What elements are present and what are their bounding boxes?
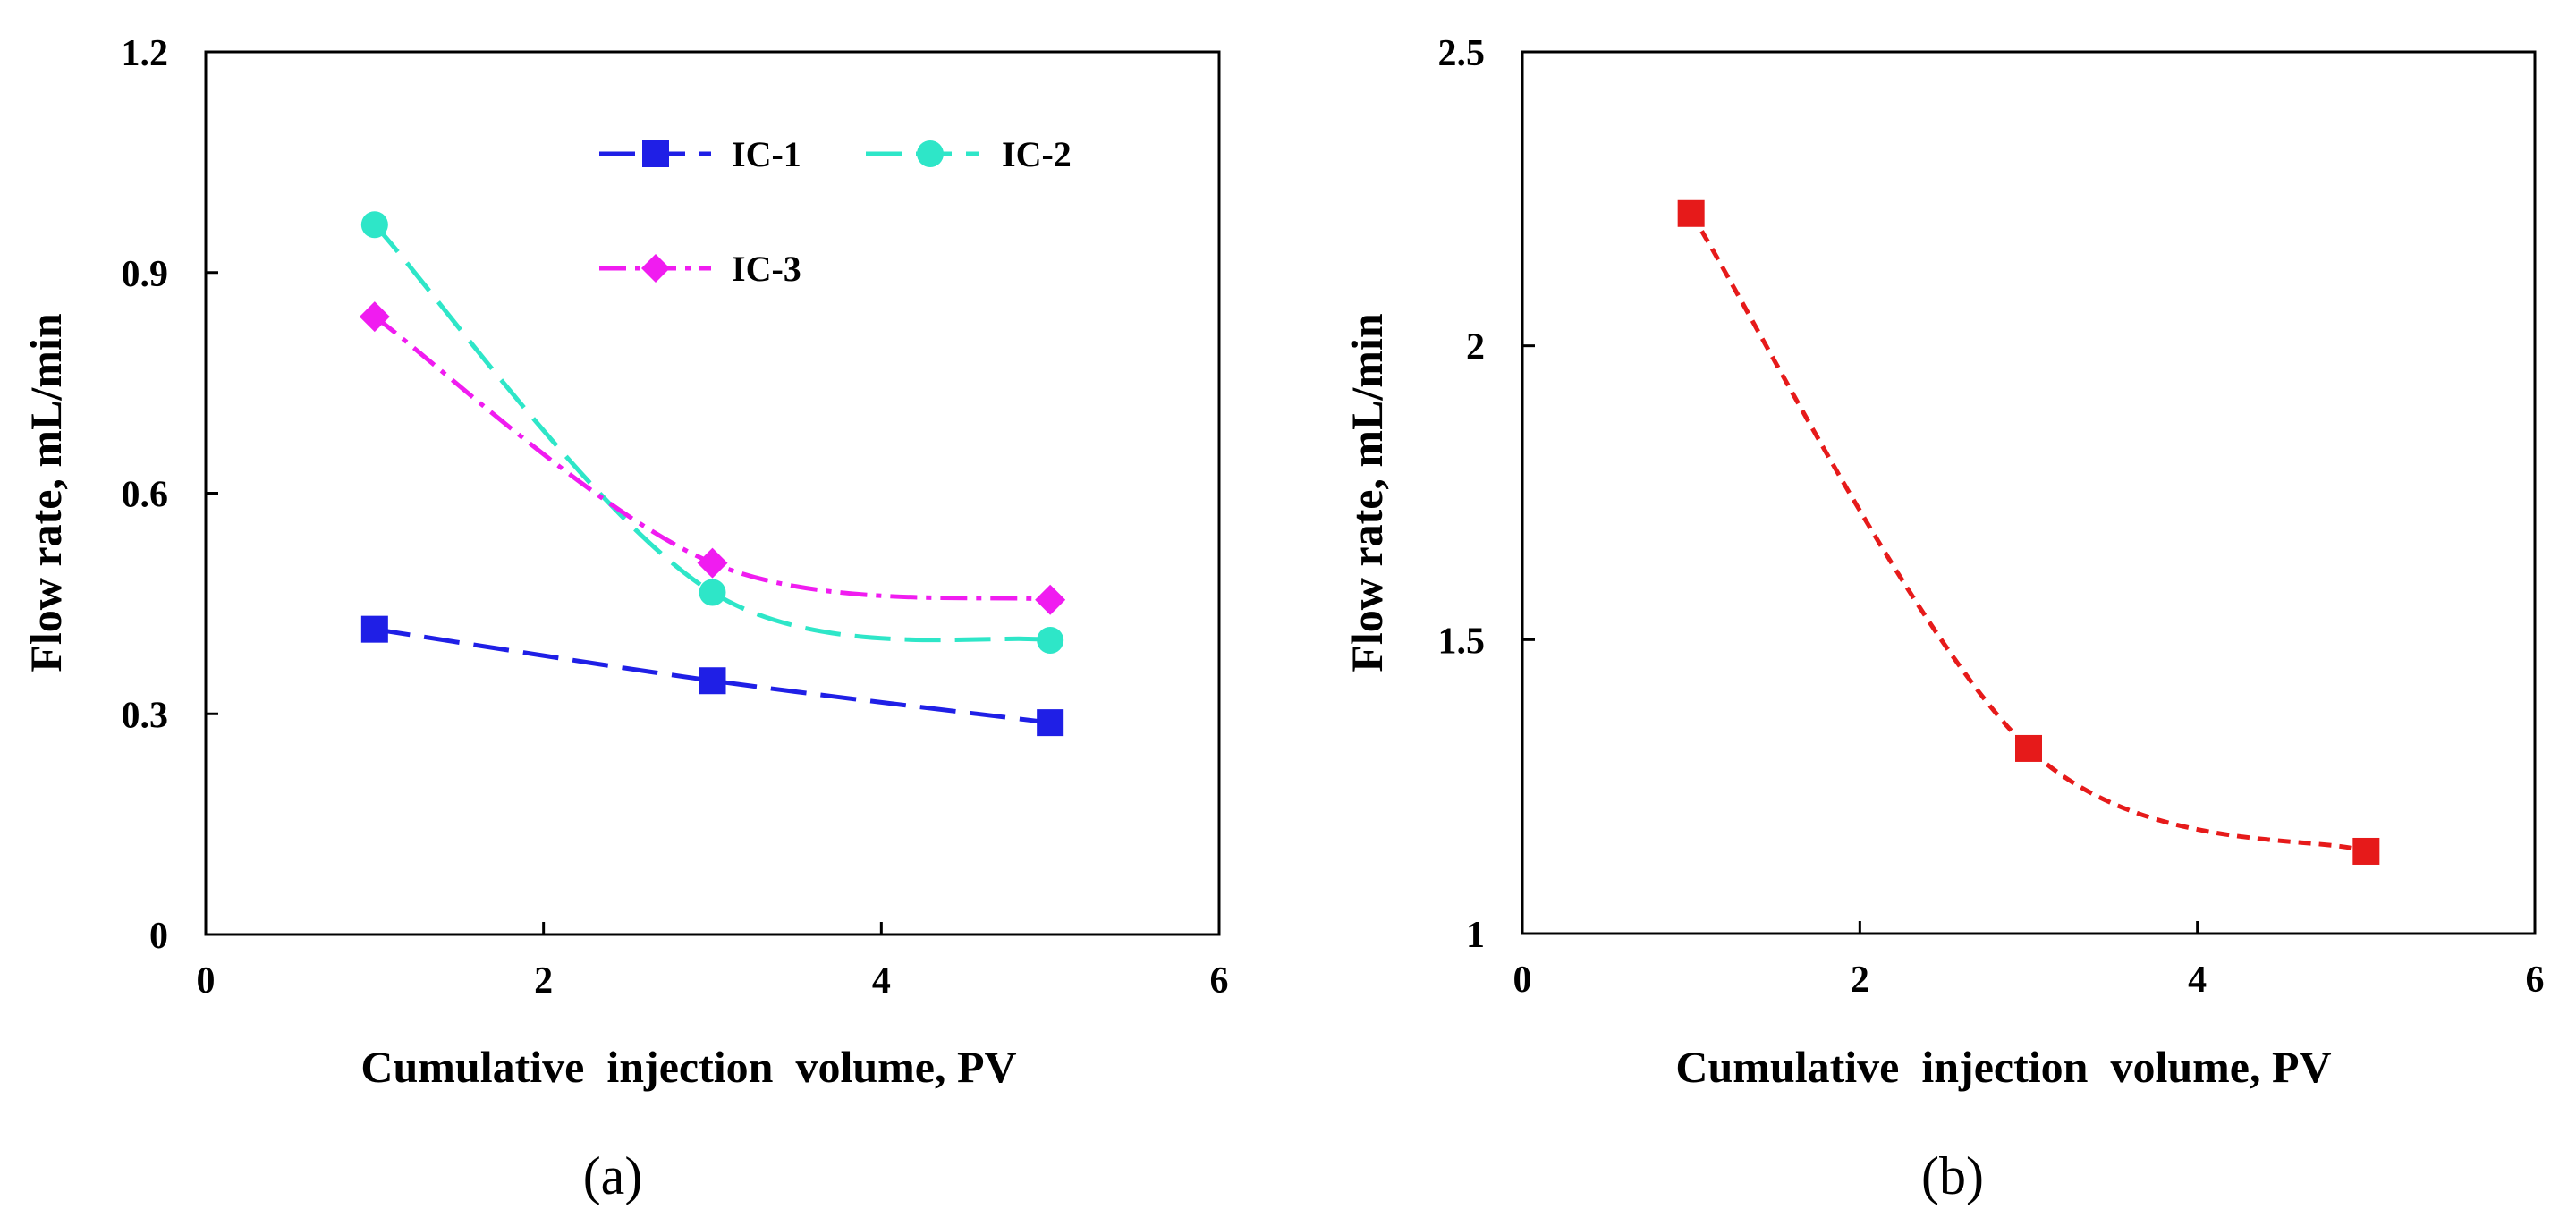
x-axis-title-b: Cumulative injection volume, PV	[1675, 1042, 2331, 1092]
x-axis-title-a: Cumulative injection volume, PV	[360, 1042, 1016, 1092]
x-tick-label-a: 4	[872, 960, 891, 1002]
ic-1-line	[374, 627, 1051, 725]
x-tick-label-a: 0	[197, 960, 216, 1002]
ic-3-point	[359, 301, 390, 333]
panel-label-b: (b)	[1921, 1146, 1984, 1205]
y-tick-label-a: 1.2	[122, 33, 169, 74]
legend-marker-ic-1	[642, 140, 669, 167]
ic-2-line	[372, 223, 1051, 643]
legend-label-ic-2: IC-2	[1002, 134, 1072, 174]
y-tick-label-b: 1	[1466, 915, 1485, 956]
legend-marker-ic-2	[917, 140, 944, 167]
y-axis-title-b: Flow rate, mL/min	[1342, 313, 1392, 672]
ic-3-point	[1035, 584, 1066, 615]
y-tick-label-b: 2.5	[1438, 33, 1486, 74]
x-tick-label-a: 6	[1210, 960, 1229, 1002]
chart-panel-a: 0 2 4 6 0 0.3 0.6 0.9 1.2 Cumulative injection v…	[21, 33, 1229, 1205]
ic-2-point	[360, 211, 388, 239]
legend: IC-1 IC-2 IC-3	[599, 134, 1072, 289]
y-tick-label-a: 0.9	[122, 254, 169, 295]
ic-1-point	[360, 615, 388, 643]
plot-frame-a	[204, 50, 1221, 936]
x-tick-label-b: 2	[1851, 960, 1869, 1001]
legend-entry-ic-3: IC-3	[599, 249, 801, 289]
ic-2-point	[1037, 627, 1064, 654]
legend-entry-ic-1: IC-1	[599, 134, 801, 174]
y-tick-label-a: 0.6	[122, 475, 169, 516]
series-b-point	[2015, 734, 2042, 762]
legend-entry-ic-2: IC-2	[866, 134, 1072, 174]
legend-label-ic-1: IC-1	[732, 134, 801, 174]
x-tick-label-a: 2	[534, 960, 553, 1002]
y-tick-label-b: 1.5	[1438, 621, 1486, 662]
y-tick-label-a: 0	[149, 916, 168, 957]
ic-1-point	[699, 667, 726, 695]
series-b-line	[1689, 212, 2368, 854]
legend-label-ic-3: IC-3	[732, 249, 801, 289]
y-axis-title-a: Flow rate, mL/min	[21, 313, 71, 672]
series-b-point	[2352, 837, 2380, 865]
ic-2-point	[699, 579, 726, 606]
x-tick-label-b: 4	[2188, 960, 2207, 1001]
y-tick-label-b: 2	[1466, 327, 1485, 368]
series-b-point	[1677, 199, 1705, 227]
ic-1-point	[1037, 709, 1064, 737]
ic-3-point	[697, 547, 728, 579]
x-tick-label-b: 0	[1513, 960, 1532, 1001]
y-tick-label-a: 0.3	[122, 695, 169, 736]
chart-panel-b: 0 2 4 6 1 1.5 2 2.5 Cumulative injection volume…	[1342, 33, 2545, 1205]
legend-marker-ic-3	[641, 254, 670, 283]
panel-label-a: (a)	[583, 1146, 643, 1205]
x-tick-label-b: 6	[2526, 960, 2545, 1001]
plot-frame-b	[1521, 50, 2537, 935]
